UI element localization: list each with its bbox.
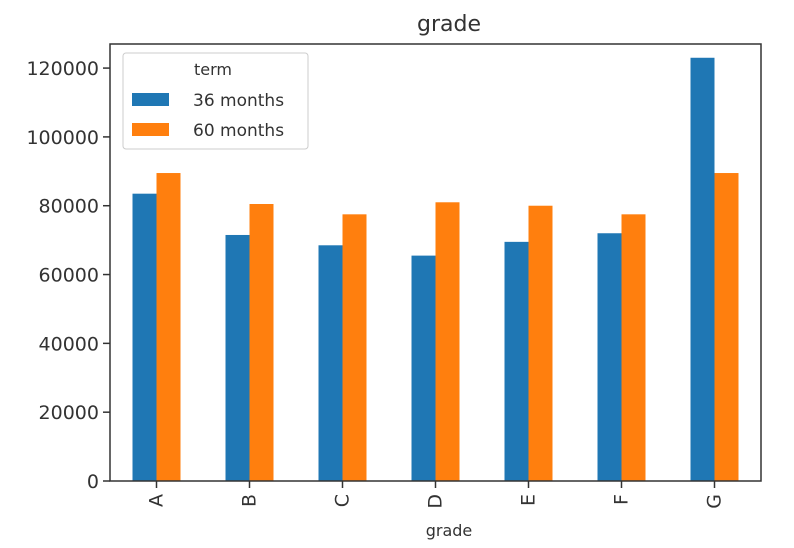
legend-entry-60-months: 60 months xyxy=(193,121,284,141)
x-tick-label: F xyxy=(611,494,633,505)
bar-d-60-months xyxy=(435,202,460,482)
legend-entry-36-months: 36 months xyxy=(193,91,284,111)
legend-swatch-36-months xyxy=(132,93,169,106)
bar-b-36-months xyxy=(225,234,250,481)
y-axis: 0 20000 40000 60000 80000 100000 120000 xyxy=(26,58,110,493)
bar-c-60-months xyxy=(342,214,367,481)
x-axis: A B C D E F G xyxy=(146,481,726,509)
x-axis-label: grade xyxy=(426,521,473,540)
x-tick-label: E xyxy=(518,494,540,506)
y-tick-label: 120000 xyxy=(26,58,99,80)
bar-c-36-months xyxy=(318,245,343,481)
x-tick-label: G xyxy=(704,494,726,509)
y-tick-label: 100000 xyxy=(26,127,99,149)
y-tick-label: 20000 xyxy=(39,402,99,424)
bar-f-36-months xyxy=(597,233,622,481)
x-tick-label: C xyxy=(332,494,354,507)
y-tick-label: 80000 xyxy=(39,196,99,218)
bar-g-36-months xyxy=(690,57,715,481)
bar-a-36-months xyxy=(132,193,157,482)
legend-title: term xyxy=(194,60,232,79)
bar-e-60-months xyxy=(528,205,553,481)
x-tick-label: B xyxy=(239,494,261,507)
bar-e-36-months xyxy=(504,241,529,481)
x-tick-label: A xyxy=(146,494,168,507)
y-tick-label: 40000 xyxy=(39,333,99,355)
bar-a-60-months xyxy=(156,173,181,481)
bar-d-36-months xyxy=(411,255,436,481)
y-tick-label: 60000 xyxy=(39,265,99,287)
legend: term 36 months 60 months xyxy=(122,52,309,150)
bar-f-60-months xyxy=(621,214,646,481)
legend-box xyxy=(122,52,309,150)
x-tick-label: D xyxy=(425,494,447,509)
bar-b-60-months xyxy=(249,204,274,481)
y-tick-label: 0 xyxy=(87,471,99,493)
bars-group xyxy=(132,57,739,482)
chart-title: grade xyxy=(417,12,481,37)
plot-frame xyxy=(109,43,762,482)
bar-g-60-months xyxy=(714,173,739,481)
legend-swatch-60-months xyxy=(132,123,169,136)
